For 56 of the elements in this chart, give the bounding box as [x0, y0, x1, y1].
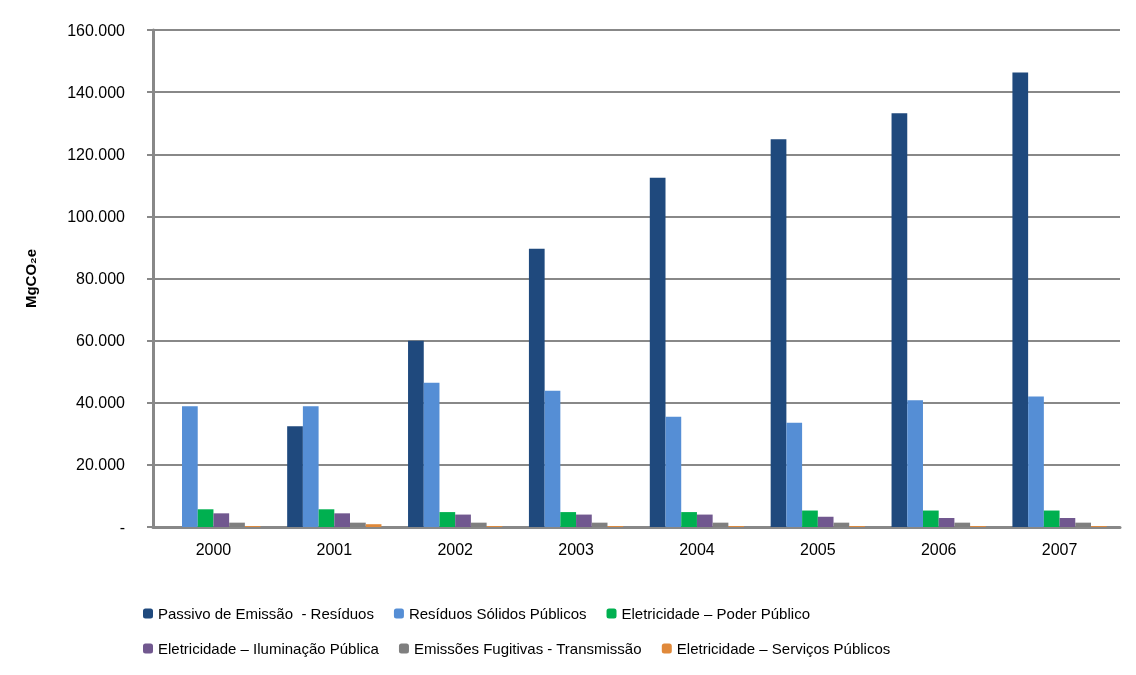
bar: [287, 426, 303, 527]
bar: [817, 516, 834, 527]
bar: [1012, 72, 1029, 527]
bar: [1059, 517, 1076, 527]
bar: [334, 513, 351, 527]
bar: [182, 406, 198, 527]
legend-label: Resíduos Sólidos Públicos: [408, 605, 587, 622]
bar: [213, 513, 230, 527]
x-tick-label: 2005: [800, 540, 836, 558]
bar: [544, 390, 561, 527]
bar: [665, 416, 682, 527]
bar: [439, 512, 456, 527]
bar: [455, 514, 471, 527]
legend-label: Eletricidade – Serviços Públicos: [676, 640, 891, 657]
x-tick-label: 2001: [316, 540, 353, 558]
y-tick-label: 100.000: [67, 207, 126, 225]
y-tick-label: 20.000: [76, 456, 126, 474]
y-tick-label: 60.000: [76, 332, 126, 350]
bar: [1028, 396, 1044, 527]
y-tick-label: 160.000: [67, 21, 126, 39]
bar: [408, 340, 424, 527]
bar: [770, 139, 787, 527]
y-tick-label: 40.000: [76, 394, 126, 412]
legend-label: Emissões Fugitivas - Transmissão: [413, 640, 642, 657]
x-tick-label: 2003: [558, 540, 594, 558]
bar: [302, 406, 319, 527]
bar: [681, 512, 697, 527]
bar: [649, 177, 666, 527]
x-tick-label: 2000: [195, 540, 232, 558]
bar: [786, 422, 803, 527]
y-tick-label: 80.000: [76, 270, 126, 287]
x-tick-label: 2007: [1041, 540, 1078, 558]
bar: [576, 514, 592, 527]
y-tick-label: 140.000: [67, 83, 126, 101]
x-tick-label: 2002: [437, 540, 474, 558]
y-tick-label: -: [119, 518, 125, 536]
y-axis-title: MgCO₂e: [22, 248, 39, 309]
x-tick-label: 2006: [920, 540, 957, 558]
y-tick-label: 120.000: [67, 145, 126, 163]
bar: [938, 517, 955, 527]
legend-label: Eletricidade – Poder Público: [621, 605, 810, 622]
bar: [560, 512, 577, 527]
bar: [922, 510, 939, 527]
bar: [891, 113, 908, 527]
bar: [802, 510, 818, 527]
legend-label: Eletricidade – Iluminação Pública: [158, 640, 380, 657]
bar: [197, 509, 214, 527]
bar: [696, 514, 713, 527]
bar: [423, 382, 440, 527]
bar: [365, 524, 382, 527]
legend-label: Passivo de Emissão - Resíduos: [158, 605, 374, 622]
x-tick-label: 2004: [679, 540, 715, 558]
bar: [318, 509, 335, 527]
bar: [528, 248, 545, 527]
bar: [907, 400, 923, 527]
bar: [1043, 510, 1060, 527]
